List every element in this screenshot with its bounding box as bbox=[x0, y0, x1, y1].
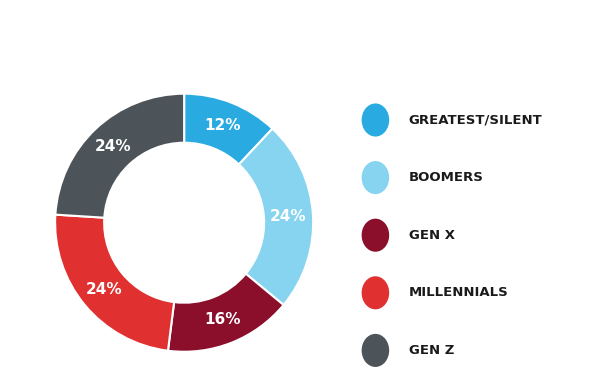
Text: 24%: 24% bbox=[86, 282, 122, 297]
Wedge shape bbox=[184, 94, 273, 164]
Wedge shape bbox=[239, 129, 313, 305]
Wedge shape bbox=[168, 274, 283, 352]
Wedge shape bbox=[55, 94, 184, 218]
Text: GEN X: GEN X bbox=[409, 229, 454, 242]
Text: 16%: 16% bbox=[204, 313, 241, 328]
Circle shape bbox=[362, 104, 388, 136]
Circle shape bbox=[362, 277, 388, 309]
Text: MILLENNIALS: MILLENNIALS bbox=[409, 286, 508, 299]
Circle shape bbox=[362, 334, 388, 366]
Text: 24%: 24% bbox=[270, 209, 307, 223]
Circle shape bbox=[362, 219, 388, 251]
Text: 12%: 12% bbox=[204, 118, 241, 133]
Text: GEN Z: GEN Z bbox=[409, 344, 454, 357]
Text: 24%: 24% bbox=[94, 139, 131, 154]
Text: BOOMERS: BOOMERS bbox=[409, 171, 484, 184]
Wedge shape bbox=[55, 215, 174, 351]
Circle shape bbox=[362, 162, 388, 194]
Text: GREATEST/SILENT: GREATEST/SILENT bbox=[409, 114, 542, 126]
Text: POPULATION BY GENERATION: POPULATION BY GENERATION bbox=[142, 25, 452, 44]
